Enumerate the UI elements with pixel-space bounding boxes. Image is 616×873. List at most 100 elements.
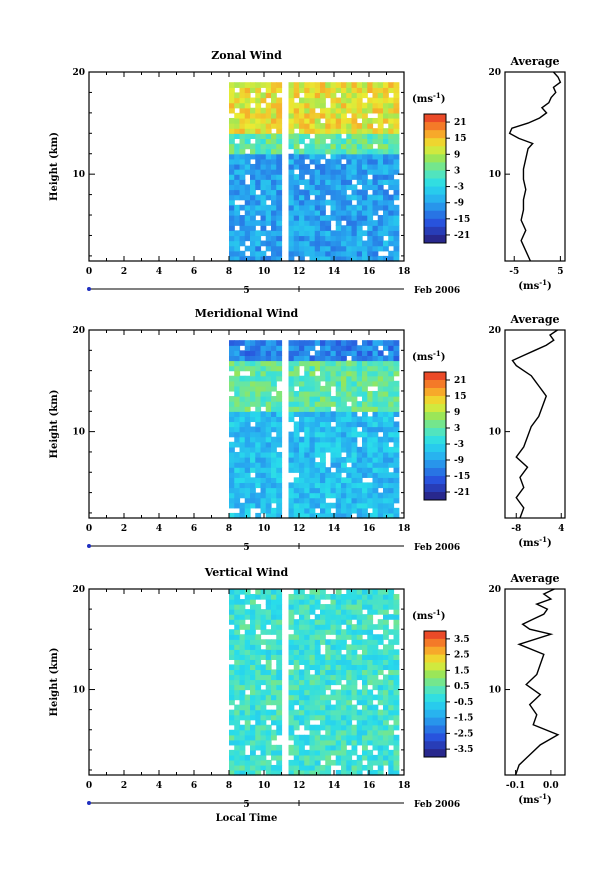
heatmap-cell — [288, 204, 295, 211]
heatmap-cell — [276, 704, 283, 711]
heatmap-cell — [255, 769, 262, 776]
heatmap-cell — [239, 679, 246, 686]
heatmap-cell — [320, 436, 326, 443]
heatmap-cell — [244, 153, 251, 160]
heatmap-cell — [288, 507, 295, 514]
heatmap-cell — [367, 107, 374, 114]
heatmap-cell — [377, 609, 384, 615]
heatmap-cell — [276, 199, 283, 206]
heatmap-cell — [377, 734, 384, 741]
heatmap-cell — [335, 599, 342, 605]
heatmap-cell — [229, 250, 235, 257]
heatmap-cell — [367, 199, 374, 206]
heatmap-cell — [276, 128, 283, 134]
heatmap-cell — [377, 355, 384, 362]
heatmap-cell — [372, 199, 379, 206]
heatmap-cell — [330, 133, 337, 140]
heatmap-cell — [250, 659, 256, 666]
x-tick-label: 6 — [191, 781, 197, 791]
heatmap-cell — [383, 220, 389, 226]
heatmap-cell — [244, 734, 251, 741]
heatmap-cell — [335, 375, 342, 382]
heatmap-cell — [362, 684, 368, 691]
heatmap-cell — [320, 467, 326, 473]
heatmap-cell — [372, 209, 379, 216]
heatmap-cell — [388, 684, 395, 691]
heatmap-cell — [383, 163, 389, 170]
x-tick-label: 10 — [258, 781, 271, 791]
heatmap-cell — [362, 754, 368, 761]
heatmap-cell — [229, 174, 235, 180]
heatmap-cell — [288, 179, 295, 185]
heatmap-cell — [341, 759, 347, 766]
heatmap-cell — [299, 619, 305, 625]
heatmap-cell — [362, 215, 368, 221]
heatmap-cell — [260, 714, 267, 721]
heatmap-cell — [341, 689, 347, 696]
heatmap-cell — [244, 487, 251, 494]
heatmap-cell — [239, 107, 246, 114]
heatmap-cell — [383, 477, 389, 484]
heatmap-cell — [346, 709, 353, 716]
heatmap-cell — [244, 245, 251, 252]
heatmap-cell — [346, 679, 353, 686]
x-tick-label: 8 — [226, 781, 232, 791]
heatmap-cell — [383, 497, 389, 504]
heatmap-cell — [341, 117, 347, 124]
heatmap-cell — [260, 619, 267, 625]
heatmap-cell — [255, 416, 262, 423]
heatmap-cell — [320, 614, 326, 620]
heatmap-cell — [377, 714, 384, 721]
heatmap-cell — [346, 360, 353, 367]
heatmap-cell — [265, 669, 272, 676]
heatmap-cell — [362, 406, 368, 412]
heatmap-cell — [299, 390, 305, 397]
heatmap-cell — [309, 644, 316, 650]
heatmap-cell — [293, 240, 300, 247]
heatmap-cell — [346, 240, 353, 247]
heatmap-cell — [271, 436, 277, 443]
heatmap-cell — [314, 365, 321, 372]
heatmap-cell — [330, 436, 337, 443]
heatmap-cell — [229, 654, 235, 660]
heatmap-cell — [314, 497, 321, 504]
heatmap-cell — [229, 92, 235, 99]
heatmap-cell — [293, 654, 300, 660]
heatmap-cell — [229, 589, 235, 595]
heatmap-cell — [244, 375, 251, 382]
heatmap-cell — [383, 674, 389, 681]
heatmap-cell — [356, 502, 363, 509]
heatmap-cell — [234, 759, 241, 766]
heatmap-cell — [288, 689, 295, 696]
heatmap-cell — [276, 629, 283, 635]
heatmap-cell — [377, 380, 384, 387]
heatmap-cell — [335, 117, 342, 124]
heatmap-cell — [330, 240, 337, 247]
heatmap-cell — [351, 97, 358, 104]
x-tick-label: 6 — [191, 524, 197, 534]
heatmap-cell — [330, 477, 337, 484]
heatmap-cell — [276, 153, 283, 160]
heatmap-cell — [372, 250, 379, 257]
heatmap-cell — [351, 153, 358, 160]
colorbar-segment — [424, 122, 446, 131]
heatmap-cell — [229, 694, 235, 701]
heatmap-cell — [393, 390, 400, 397]
heatmap-cell — [362, 245, 368, 252]
heatmap-cell — [325, 446, 332, 453]
heatmap-cell — [288, 714, 295, 721]
heatmap-cell — [314, 451, 321, 458]
heatmap-cell — [265, 649, 272, 655]
heatmap-cell — [372, 714, 379, 721]
heatmap-cell — [271, 699, 277, 706]
heatmap-cell — [351, 744, 358, 751]
heatmap-cell — [293, 138, 300, 145]
heatmap-cell — [276, 729, 283, 736]
heatmap-cell — [244, 255, 251, 262]
heatmap-cell — [234, 426, 241, 433]
heatmap-cell — [335, 482, 342, 489]
heatmap-cell — [229, 123, 235, 129]
heatmap-cell — [356, 472, 363, 478]
heatmap-cell — [244, 684, 251, 691]
date-day-label: 5 — [243, 543, 249, 553]
